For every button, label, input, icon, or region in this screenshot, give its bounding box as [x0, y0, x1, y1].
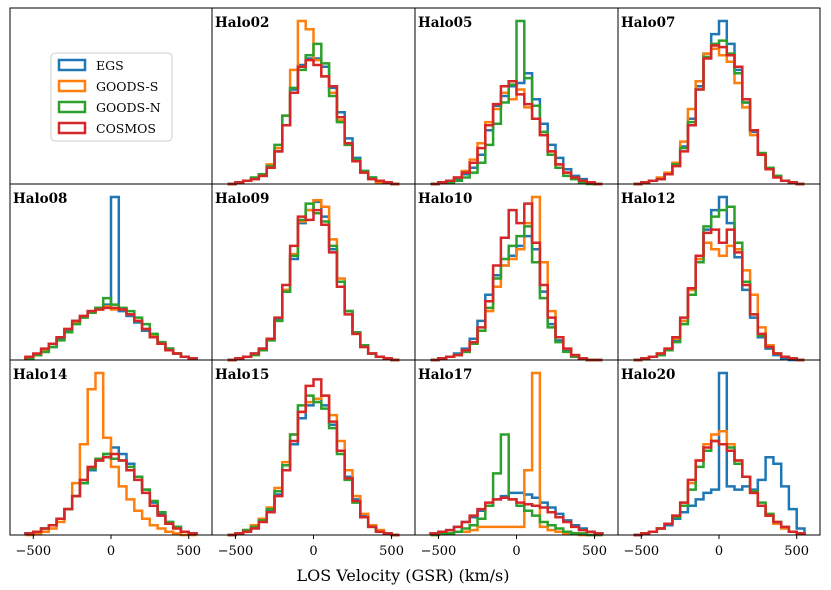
panel-halo17: Halo17 — [414, 359, 619, 537]
hist-goods-s-halo15 — [227, 394, 400, 537]
hist-cosmos-halo10 — [430, 202, 603, 362]
panel-halo12: Halo12 — [617, 183, 821, 362]
panels: Halo02 Halo05 Halo07 Halo08 Halo09 Halo10 Halo… — [9, 7, 821, 537]
legend-swatch-egs — [57, 58, 87, 72]
x-tick-label: −500 — [623, 544, 659, 559]
hist-goods-n-halo10 — [430, 225, 603, 362]
panel-halo20: Halo20 — [617, 359, 821, 537]
legend-swatch-goods-s — [57, 79, 87, 93]
hist-goods-n-halo09 — [227, 202, 400, 362]
x-tick-label: 500 — [784, 544, 809, 559]
x-tick-label: −500 — [15, 544, 51, 559]
legend-swatch-goods-n — [57, 100, 87, 114]
panel-frame — [414, 359, 619, 536]
x-tick-label: −500 — [421, 544, 457, 559]
hist-cosmos-halo09 — [227, 208, 400, 362]
hist-goods-s-halo09 — [227, 199, 400, 362]
x-tick-label: 0 — [512, 544, 520, 559]
panel-label: Halo14 — [13, 367, 67, 383]
panel-halo15: Halo15 — [211, 359, 416, 537]
panel-label: Halo15 — [215, 367, 269, 383]
hist-goods-n-halo08 — [24, 296, 198, 360]
panel-label: Halo12 — [621, 191, 675, 207]
panel-label: Halo20 — [621, 367, 675, 383]
hist-cosmos-halo12 — [633, 228, 805, 362]
hist-cosmos-halo08 — [24, 306, 198, 360]
panel-label: Halo08 — [13, 191, 67, 207]
hist-goods-s-halo08 — [24, 304, 198, 360]
x-tick-label: 500 — [176, 544, 201, 559]
hist-egs-halo20 — [633, 371, 806, 537]
hist-egs-halo02 — [227, 57, 400, 186]
panel-label: Halo09 — [215, 191, 269, 207]
legend-label-goods-n: GOODS-N — [96, 100, 161, 115]
panel-halo14: Halo14 — [9, 359, 213, 537]
hist-goods-s-halo07 — [633, 47, 805, 186]
panel-label: Halo07 — [621, 15, 675, 31]
hist-cosmos-halo05 — [430, 80, 603, 186]
panel-halo02: Halo02 — [211, 7, 416, 186]
hist-egs-halo08 — [24, 195, 198, 360]
panel-label: Halo10 — [418, 191, 472, 207]
legend-label-egs: EGS — [96, 58, 124, 73]
hist-goods-n-halo15 — [227, 394, 400, 537]
hist-cosmos-halo20 — [633, 439, 806, 537]
hist-egs-halo12 — [633, 195, 805, 362]
hist-cosmos-halo07 — [633, 44, 805, 186]
legend-label-cosmos: COSMOS — [96, 121, 156, 136]
hist-cosmos-halo14 — [24, 452, 198, 535]
hist-egs-halo15 — [227, 397, 400, 537]
panel-label: Halo05 — [418, 15, 472, 31]
panel-label: Halo17 — [418, 367, 472, 383]
x-axis-label: LOS Velocity (GSR) (km/s) — [296, 566, 509, 585]
x-tick-label: 0 — [107, 544, 115, 559]
hist-cosmos-halo17 — [429, 496, 604, 535]
hist-egs-halo09 — [227, 200, 400, 362]
x-tick-label: 500 — [379, 544, 404, 559]
panel-halo07: Halo07 — [617, 7, 821, 186]
hist-goods-s-halo14 — [25, 371, 197, 537]
panel-halo05: Halo05 — [414, 7, 619, 186]
legend-frame — [50, 52, 173, 142]
hist-cosmos-halo02 — [227, 58, 400, 186]
legend-label-goods-s: GOODS-S — [96, 79, 158, 94]
panel-label: Halo02 — [215, 15, 269, 31]
panel-halo08: Halo08 — [9, 183, 213, 361]
legend: EGS GOODS-S GOODS-N COSMOS — [50, 52, 173, 142]
hist-goods-s-halo12 — [633, 241, 805, 362]
x-axis-ticks: −500 0 500 −500 0 500 −500 0 500 −500 0 500 — [15, 535, 809, 559]
hist-goods-n-halo17 — [430, 433, 603, 537]
hist-goods-s-halo17 — [430, 371, 603, 537]
x-tick-label: −500 — [218, 544, 254, 559]
hist-goods-s-halo05 — [430, 88, 603, 186]
legend-swatch-cosmos — [57, 121, 87, 135]
hist-goods-n-halo05 — [430, 19, 603, 186]
hist-goods-n-halo07 — [633, 39, 805, 186]
panel-halo09: Halo09 — [211, 183, 416, 362]
panel-halo10: Halo10 — [414, 183, 619, 362]
hist-cosmos-halo15 — [227, 378, 400, 537]
x-tick-label: 500 — [582, 544, 607, 559]
x-tick-label: 0 — [715, 544, 723, 559]
x-tick-label: 0 — [309, 544, 317, 559]
